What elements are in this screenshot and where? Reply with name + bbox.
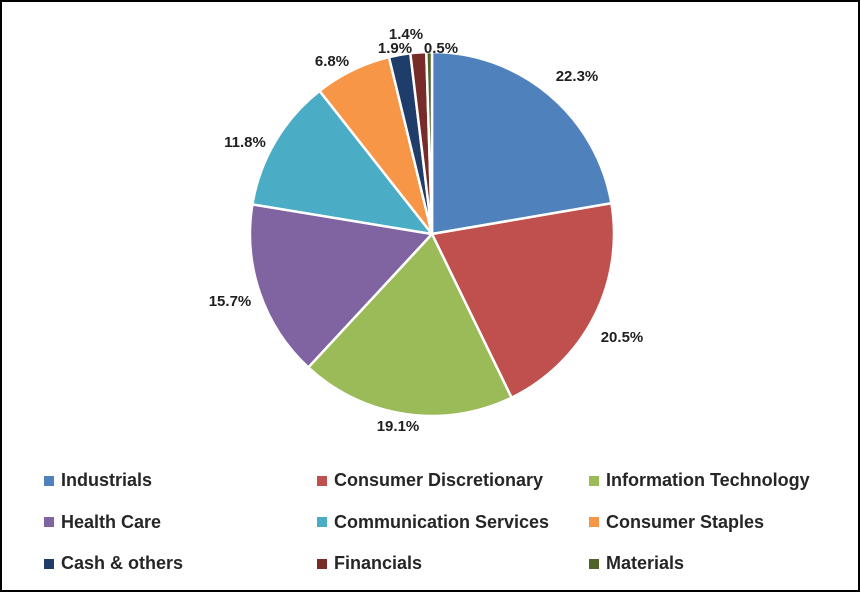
data-label-consumer-discretionary: 20.5% [601, 329, 644, 346]
legend-item-financials: Financials [317, 543, 589, 585]
legend-label-financials: Financials [334, 553, 423, 574]
legend-label-health-care: Health Care [61, 511, 162, 532]
legend-item-consumer-staples: Consumer Staples [589, 502, 844, 544]
legend-item-health-care: Health Care [44, 502, 317, 544]
data-label-consumer-staples: 6.8% [315, 53, 349, 70]
legend-swatch-consumer-discretionary [317, 475, 327, 486]
pie-slice-consumer-discretionary [430, 202, 616, 399]
legend-item-communication-services: Communication Services [317, 502, 589, 544]
pie-slice-health-care [248, 203, 434, 369]
legend-label-consumer-discretionary: Consumer Discretionary [334, 470, 544, 491]
legend-swatch-industrials [44, 475, 54, 486]
legend-item-cash-and-others: Cash & others [44, 543, 317, 585]
data-label-materials: 0.5% [424, 40, 458, 57]
chart-legend: Industrials Consumer Discretionary Informa… [44, 460, 844, 585]
legend-swatch-consumer-staples [589, 517, 599, 528]
pie-slices [248, 50, 616, 418]
legend-item-industrials: Industrials [44, 460, 317, 502]
data-label-health-care: 15.7% [209, 293, 252, 310]
legend-swatch-financials [317, 558, 327, 569]
legend-label-cash-and-others: Cash & others [61, 553, 184, 574]
data-label-communication-services: 11.8% [224, 134, 266, 151]
legend-label-information-technology: Information Technology [606, 470, 810, 491]
pie-slice-industrials [430, 50, 613, 236]
legend-label-consumer-staples: Consumer Staples [606, 511, 765, 532]
legend-swatch-communication-services [317, 517, 327, 528]
data-label-information-technology: 19.1% [377, 418, 420, 435]
data-label-financials: 1.4% [389, 26, 423, 43]
pie-slice-information-technology [307, 232, 513, 418]
data-label-industrials: 22.3% [556, 68, 599, 85]
legend-swatch-health-care [44, 517, 54, 528]
legend-item-materials: Materials [589, 543, 844, 585]
pie-slice-communication-services [251, 89, 434, 236]
legend-swatch-materials [589, 558, 599, 569]
pie-data-labels: 22.3% 20.5% 19.1% 15.7% 11.8% 6.8% 1.9%1.4%0.5… [209, 26, 644, 435]
legend-swatch-cash-and-others [44, 558, 54, 569]
legend-label-communication-services: Communication Services [334, 511, 550, 532]
legend-item-information-technology: Information Technology [589, 460, 844, 502]
legend-item-consumer-discretionary: Consumer Discretionary [317, 460, 589, 502]
pie-slice-materials [425, 50, 434, 236]
data-label-cash-and-others: 1.9% [378, 40, 412, 57]
legend-label-materials: Materials [606, 553, 685, 574]
legend-swatch-information-technology [589, 475, 599, 486]
legend-label-industrials: Industrials [61, 470, 153, 491]
